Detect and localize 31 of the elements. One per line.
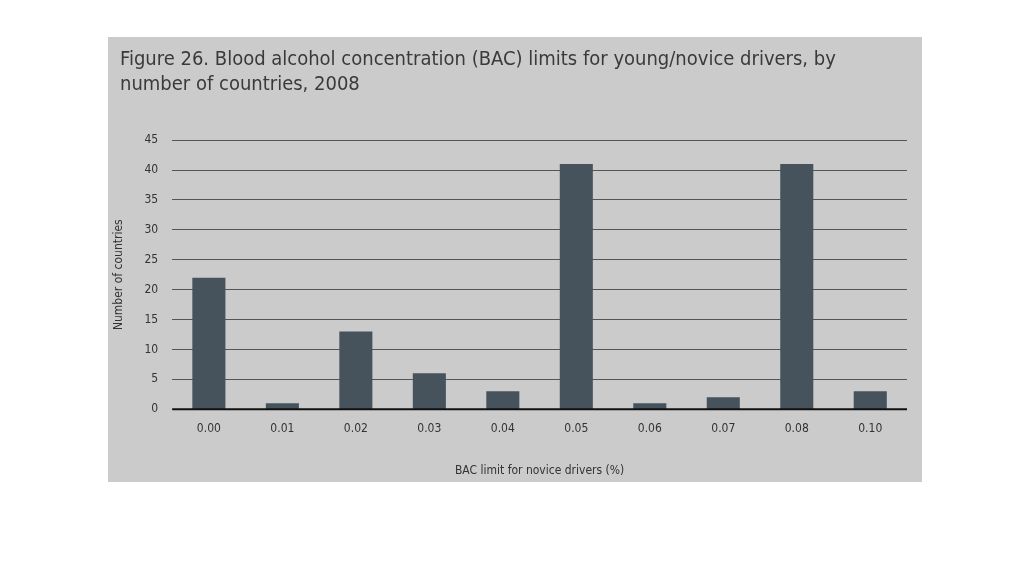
chart-title: Figure 26. Blood alcohol concentration (BAC) limits for young/novice drivers, by number of countries, 2008 (120, 46, 837, 96)
y-tick-label: 5 (151, 371, 159, 386)
x-tick-label: 0.10 (858, 420, 883, 435)
y-tick-label: 0 (151, 401, 159, 416)
bar (192, 277, 226, 410)
bar (706, 397, 740, 410)
y-tick-label: 20 (144, 281, 159, 296)
x-tick-label: 0.06 (637, 420, 662, 435)
x-tick-label: 0.03 (417, 420, 442, 435)
y-tick-label: 10 (144, 341, 159, 356)
y-tick-label: 15 (144, 311, 159, 326)
x-tick-label: 0.00 (196, 420, 222, 435)
x-tick-label: 0.08 (784, 420, 809, 435)
x-tick-label: 0.04 (490, 420, 515, 435)
y-tick-label: 40 (144, 162, 159, 177)
y-tick-label: 35 (144, 192, 159, 207)
y-tick-label: 45 (144, 132, 159, 147)
bar (559, 164, 593, 410)
y-axis-title: Number of countries (111, 218, 126, 331)
bar (486, 391, 520, 410)
bar (853, 391, 887, 410)
y-tick-label: 30 (144, 221, 159, 236)
x-tick-label: 0.01 (270, 420, 295, 435)
x-axis-title: BAC limit for novice drivers (%) (454, 462, 625, 477)
bar (412, 373, 446, 410)
bar (780, 164, 814, 410)
x-tick-label: 0.05 (564, 420, 589, 435)
bar (339, 331, 373, 410)
y-tick-label: 25 (144, 251, 159, 266)
x-tick-label: 0.07 (711, 420, 736, 435)
x-tick-label: 0.02 (343, 420, 368, 435)
